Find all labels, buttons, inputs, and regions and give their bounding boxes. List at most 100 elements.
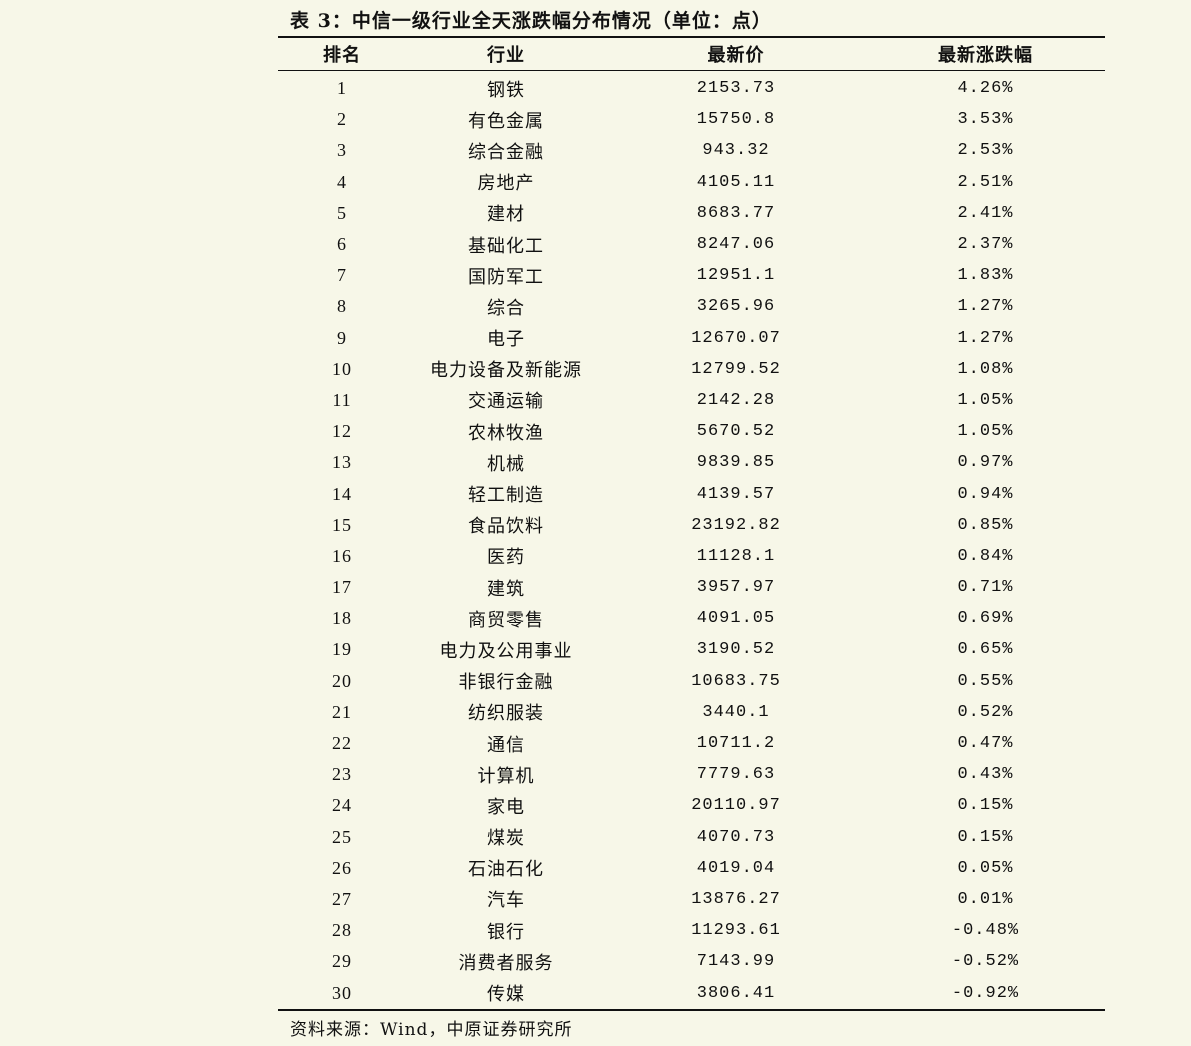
industry-cell: 通信 (487, 734, 525, 756)
rank-cell: 19 (332, 639, 352, 660)
price-cell: 4091.05 (696, 609, 776, 629)
table-row: 1 钢铁 2153.73 4.26% (278, 73, 1105, 104)
change-cell: 0.43% (957, 765, 1014, 785)
price-cell: 20110.97 (691, 796, 781, 816)
rank-cell: 2 (337, 109, 347, 130)
change-cell: 3.53% (957, 110, 1014, 130)
table-body: 1 钢铁 2153.73 4.26% 2 有色金属 15750.8 3.53% 3 综合金融 943… (278, 71, 1105, 1009)
price-cell: 12670.07 (691, 328, 781, 348)
price-cell: 4019.04 (696, 858, 776, 878)
industry-cell: 计算机 (477, 765, 535, 787)
industry-cell: 家电 (487, 796, 525, 818)
price-cell: 11128.1 (696, 546, 776, 566)
change-cell: 0.71% (957, 578, 1014, 598)
table-row: 22 通信 10711.2 0.47% (278, 728, 1105, 759)
change-cell: 1.27% (957, 297, 1014, 317)
price-cell: 7143.99 (696, 952, 776, 972)
industry-cell: 有色金属 (468, 110, 544, 132)
rank-cell: 14 (332, 483, 352, 504)
price-cell: 5670.52 (696, 422, 776, 442)
industry-cell: 传媒 (487, 984, 525, 1006)
industry-cell: 商贸零售 (468, 609, 544, 631)
change-cell: 1.27% (957, 328, 1014, 348)
table-row: 13 机械 9839.85 0.97% (278, 447, 1105, 478)
industry-cell: 纺织服装 (468, 703, 544, 725)
change-cell: 0.15% (957, 827, 1014, 847)
rank-cell: 10 (332, 358, 352, 379)
table-row: 6 基础化工 8247.06 2.37% (278, 229, 1105, 260)
rank-cell: 1 (337, 78, 347, 99)
table-row: 20 非银行金融 10683.75 0.55% (278, 666, 1105, 697)
rank-cell: 8 (337, 296, 347, 317)
rank-cell: 18 (332, 608, 352, 629)
change-cell: 4.26% (957, 79, 1014, 99)
rank-cell: 11 (332, 389, 352, 410)
industry-cell: 医药 (487, 547, 525, 569)
table-row: 18 商贸零售 4091.05 0.69% (278, 603, 1105, 634)
industry-cell: 交通运输 (468, 391, 544, 413)
price-cell: 12951.1 (696, 266, 776, 286)
industry-cell: 国防军工 (468, 266, 544, 288)
table-row: 27 汽车 13876.27 0.01% (278, 884, 1105, 915)
table-row: 5 建材 8683.77 2.41% (278, 198, 1105, 229)
table-row: 24 家电 20110.97 0.15% (278, 790, 1105, 821)
rank-cell: 17 (332, 577, 352, 598)
table-row: 28 银行 11293.61 -0.48% (278, 915, 1105, 946)
change-cell: 2.53% (957, 141, 1014, 161)
industry-cell: 综合金融 (468, 141, 544, 163)
change-cell: 0.69% (957, 609, 1014, 629)
table-row: 26 石油石化 4019.04 0.05% (278, 853, 1105, 884)
table-row: 19 电力及公用事业 3190.52 0.65% (278, 634, 1105, 665)
rank-cell: 30 (332, 982, 352, 1003)
rank-cell: 16 (332, 545, 352, 566)
price-cell: 3265.96 (696, 297, 776, 317)
price-cell: 4070.73 (696, 827, 776, 847)
top-rule (278, 36, 1105, 38)
header-latest-price: 最新价 (707, 45, 765, 66)
price-cell: 3806.41 (696, 983, 776, 1003)
industry-table: 排名 行业 最新价 最新涨跌幅 1 钢铁 2153.73 4.26% 2 有色金属 1575… (278, 36, 1105, 1011)
table-row: 29 消费者服务 7143.99 -0.52% (278, 946, 1105, 977)
change-cell: 1.05% (957, 422, 1014, 442)
industry-cell: 汽车 (487, 890, 525, 912)
rank-cell: 13 (332, 452, 352, 473)
change-cell: 2.51% (957, 172, 1014, 192)
industry-cell: 电子 (487, 329, 525, 351)
rank-cell: 5 (337, 202, 347, 223)
table-row: 12 农林牧渔 5670.52 1.05% (278, 416, 1105, 447)
rank-cell: 20 (332, 670, 352, 691)
header-latest-change: 最新涨跌幅 (938, 45, 1033, 66)
price-cell: 3440.1 (702, 702, 770, 722)
table-caption: 表 3：中信一级行业全天涨跌幅分布情况（单位：点） (290, 10, 772, 32)
header-rank: 排名 (323, 45, 361, 66)
price-cell: 9839.85 (696, 453, 776, 473)
change-cell: 0.85% (957, 515, 1014, 535)
rank-cell: 29 (332, 951, 352, 972)
table-row: 21 纺织服装 3440.1 0.52% (278, 697, 1105, 728)
table-header-row: 排名 行业 最新价 最新涨跌幅 (278, 38, 1105, 70)
table-row: 11 交通运输 2142.28 1.05% (278, 385, 1105, 416)
price-cell: 2153.73 (696, 79, 776, 99)
price-cell: 12799.52 (691, 359, 781, 379)
industry-cell: 建材 (487, 204, 525, 226)
change-cell: 0.84% (957, 546, 1014, 566)
rank-cell: 9 (337, 327, 347, 348)
rank-cell: 25 (332, 826, 352, 847)
industry-cell: 基础化工 (468, 235, 544, 257)
price-cell: 3190.52 (696, 640, 776, 660)
table-row: 3 综合金融 943.32 2.53% (278, 135, 1105, 166)
price-cell: 15750.8 (696, 110, 776, 130)
rank-cell: 3 (337, 140, 347, 161)
change-cell: -0.48% (951, 921, 1020, 941)
industry-cell: 钢铁 (487, 79, 525, 101)
industry-cell: 轻工制造 (468, 485, 544, 507)
header-industry: 行业 (487, 45, 525, 66)
rank-cell: 26 (332, 857, 352, 878)
rank-cell: 7 (337, 265, 347, 286)
industry-cell: 电力设备及新能源 (430, 360, 582, 382)
table-row: 25 煤炭 4070.73 0.15% (278, 822, 1105, 853)
change-cell: 0.97% (957, 453, 1014, 473)
price-cell: 8683.77 (696, 203, 776, 223)
price-cell: 3957.97 (696, 578, 776, 598)
industry-cell: 煤炭 (487, 828, 525, 850)
